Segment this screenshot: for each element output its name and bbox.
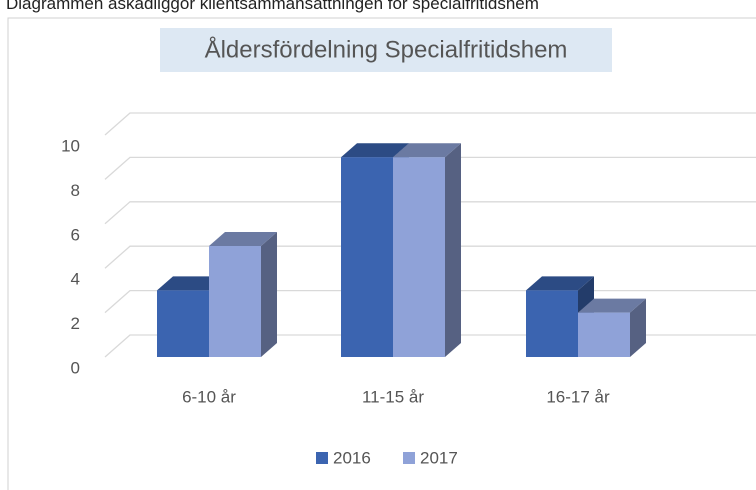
bar (578, 312, 630, 357)
y-tick-label: 6 (71, 225, 80, 244)
y-tick-label: 10 (61, 136, 80, 155)
grid-line (104, 112, 756, 136)
bar-top (393, 143, 461, 158)
grid-line (104, 156, 756, 180)
y-tick-label: 8 (71, 181, 80, 200)
bar (526, 290, 578, 357)
bar (341, 157, 393, 357)
y-tick-label: 4 (71, 270, 80, 289)
x-tick-label: 16-17 år (546, 387, 610, 406)
chart-title: Åldersfördelning Specialfritidshem (205, 35, 568, 63)
bar-top (578, 298, 646, 313)
legend-label: 2016 (333, 448, 371, 467)
title-box (160, 28, 612, 72)
legend-label: 2017 (420, 448, 458, 467)
caption: Diagrammen åskådliggör klientsammansättn… (6, 0, 539, 13)
bar-side (630, 298, 646, 357)
x-tick-label: 11-15 år (362, 387, 424, 406)
bar-top (157, 276, 225, 291)
y-tick-label: 2 (71, 314, 80, 333)
legend-swatch (403, 452, 415, 464)
bar-top (209, 232, 277, 246)
grid-line (104, 201, 756, 225)
bar-side (261, 232, 277, 357)
bar (393, 157, 445, 357)
y-tick-label: 0 (71, 358, 80, 377)
bar-side (445, 143, 461, 357)
legend-swatch (316, 452, 328, 464)
bar (157, 290, 209, 357)
x-tick-label: 6-10 år (182, 387, 236, 406)
grid-line (104, 245, 756, 269)
bar (209, 246, 261, 357)
bar-top (341, 143, 409, 158)
bar-top (526, 276, 594, 291)
